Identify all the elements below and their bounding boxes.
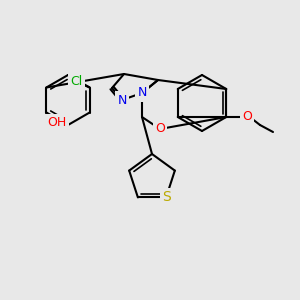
Text: O: O: [242, 110, 252, 124]
Text: OH: OH: [48, 116, 67, 129]
Text: Cl: Cl: [70, 75, 83, 88]
Text: O: O: [155, 122, 165, 136]
Text: N: N: [137, 86, 147, 100]
Text: N: N: [117, 94, 127, 106]
Text: S: S: [162, 190, 170, 204]
